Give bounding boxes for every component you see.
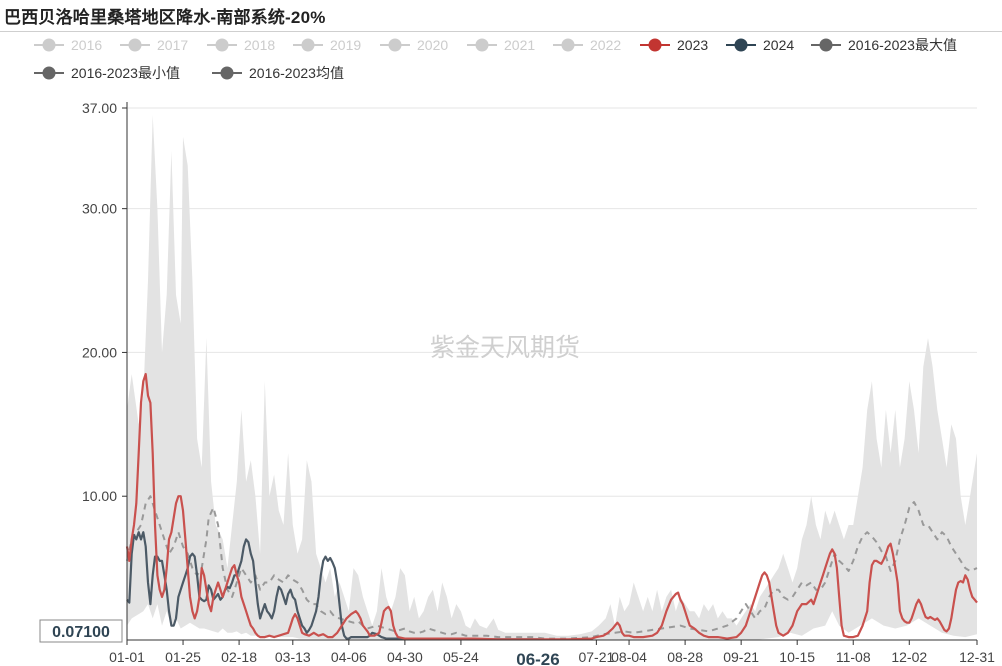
x-tick-label: 01-25 xyxy=(165,649,201,665)
legend-marker-icon[interactable] xyxy=(734,38,748,52)
x-tick-label: 09-21 xyxy=(723,649,759,665)
x-tick-label: 04-30 xyxy=(387,649,423,665)
legend-marker-icon[interactable] xyxy=(475,38,489,52)
x-tick-label: 07-21 xyxy=(578,649,614,665)
x-tick-label: 12-31 xyxy=(959,649,995,665)
legend-label[interactable]: 2023 xyxy=(677,37,708,53)
y-tick-label: 10.00 xyxy=(82,488,117,504)
y-tick-label: 37.00 xyxy=(82,100,117,116)
series-2023-line xyxy=(125,372,978,641)
watermark: 紫金天风期货 xyxy=(430,334,580,362)
legend-label[interactable]: 2016-2023最大值 xyxy=(848,37,957,53)
x-tick-label: 05-24 xyxy=(443,649,479,665)
min-range-area xyxy=(127,604,977,640)
x-tick-label: 02-18 xyxy=(221,649,257,665)
legend-label[interactable]: 2016 xyxy=(71,37,102,53)
mean-series-line xyxy=(126,495,978,640)
legend-marker-icon[interactable] xyxy=(215,38,229,52)
legend-label[interactable]: 2016-2023均值 xyxy=(249,65,344,81)
legend-marker-icon[interactable] xyxy=(128,38,142,52)
y-tick-label: 30.00 xyxy=(82,201,117,217)
y-pointer-box xyxy=(39,619,123,643)
x-pointer-box xyxy=(503,644,572,666)
legend-label[interactable]: 2018 xyxy=(244,37,275,53)
x-tick-label: 04-06 xyxy=(331,649,367,665)
legend-label[interactable]: 2024 xyxy=(763,37,794,53)
legend-marker-icon[interactable] xyxy=(42,66,56,80)
y-pointer-label: 0.07100 xyxy=(52,624,110,641)
legend-marker-icon[interactable] xyxy=(819,38,833,52)
legend-marker-icon[interactable] xyxy=(561,38,575,52)
max-range-area xyxy=(127,115,977,640)
chart-title: 巴西贝洛哈里桑塔地区降水-南部系统-20% xyxy=(4,8,326,27)
legend-label[interactable]: 2021 xyxy=(504,37,535,53)
legend-marker-icon[interactable] xyxy=(301,38,315,52)
legend-marker-icon[interactable] xyxy=(220,66,234,80)
x-tick-label: 08-04 xyxy=(611,649,647,665)
legend-label[interactable]: 2017 xyxy=(157,37,188,53)
legend-label[interactable]: 2019 xyxy=(330,37,361,53)
legend-label[interactable]: 2022 xyxy=(590,37,621,53)
legend-marker-icon[interactable] xyxy=(42,38,56,52)
title-divider xyxy=(0,31,1002,32)
legend-label[interactable]: 2016-2023最小值 xyxy=(71,65,180,81)
x-pointer-label: 06-26 xyxy=(516,650,559,666)
legend-label[interactable]: 2020 xyxy=(417,37,448,53)
x-tick-label: 01-01 xyxy=(109,649,145,665)
x-tick-label: 10-15 xyxy=(779,649,815,665)
legend-marker-icon[interactable] xyxy=(648,38,662,52)
x-tick-label: 03-13 xyxy=(275,649,311,665)
x-tick-label: 11-08 xyxy=(836,649,871,665)
series-2024-line xyxy=(126,531,538,641)
x-tick-label: 08-28 xyxy=(667,649,703,665)
legend-marker-icon[interactable] xyxy=(388,38,402,52)
x-tick-label: 12-02 xyxy=(891,649,927,665)
y-tick-label: 20.00 xyxy=(82,344,117,360)
